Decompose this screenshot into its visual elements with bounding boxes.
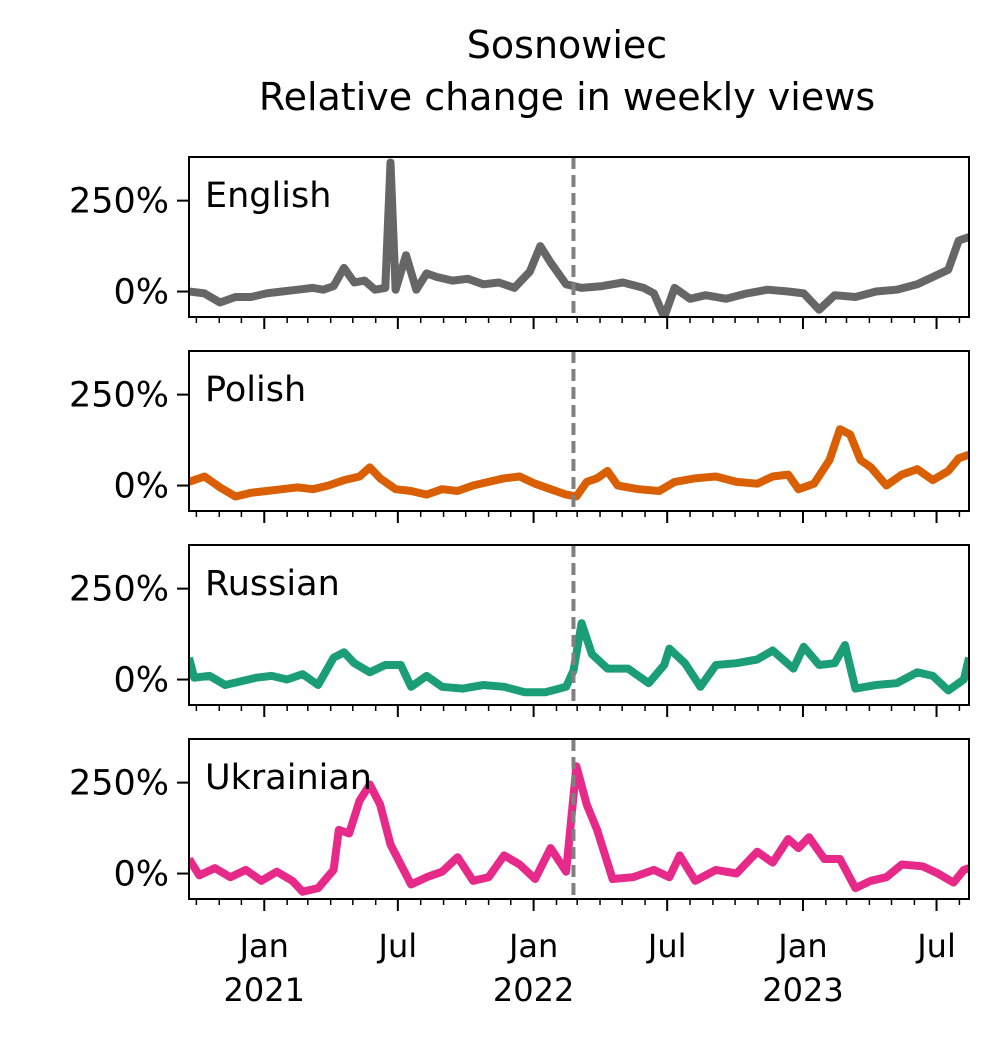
panel-russian: 0% 250% Russian [69, 544, 970, 717]
x-tick-year-label: 2021 [224, 971, 305, 1009]
x-tick-label: Jul [646, 927, 687, 965]
panel-frame [188, 156, 970, 318]
y-tick-label: 0% [113, 855, 169, 895]
series-line-russian [189, 619, 969, 697]
x-tick-label: Jul [377, 927, 418, 965]
chart-title: Sosnowiec [467, 23, 667, 67]
series-line-polish [189, 425, 969, 501]
panel-ukrainian: 0% 250% Ukrainian [69, 738, 970, 911]
y-tick-label: 0% [113, 661, 169, 701]
y-tick-label: 250% [69, 764, 169, 804]
x-tick-label: Jan [238, 927, 289, 965]
panel-english: 0% 250% English [69, 156, 970, 329]
y-tick-label: 250% [69, 570, 169, 610]
panel-frame [188, 738, 970, 900]
x-tick-year-label: 2022 [493, 971, 574, 1009]
x-tick-year-label: 2023 [762, 971, 843, 1009]
y-tick-label: 0% [113, 273, 169, 313]
chart-subtitle: Relative change in weekly views [259, 75, 875, 119]
panel-frame [188, 350, 970, 512]
panel-polish: 0% 250% Polish [69, 350, 970, 523]
series-line-ukrainian [189, 762, 969, 896]
series-label-polish: Polish [205, 370, 306, 410]
series-label-ukrainian: Ukrainian [205, 758, 372, 798]
series-label-english: English [205, 176, 331, 216]
x-tick-label: Jan [507, 927, 558, 965]
panel-frame [188, 544, 970, 706]
y-tick-label: 250% [69, 182, 169, 222]
x-tick-label: Jul [915, 927, 956, 965]
y-tick-label: 0% [113, 467, 169, 507]
x-tick-label: Jan [776, 927, 827, 965]
y-tick-label: 250% [69, 376, 169, 416]
series-label-russian: Russian [205, 564, 340, 604]
series-line-english [189, 158, 969, 317]
x-axis: Jan 2021 Jul Jan 2022 Jul Jan 2023 Jul [224, 927, 956, 1009]
